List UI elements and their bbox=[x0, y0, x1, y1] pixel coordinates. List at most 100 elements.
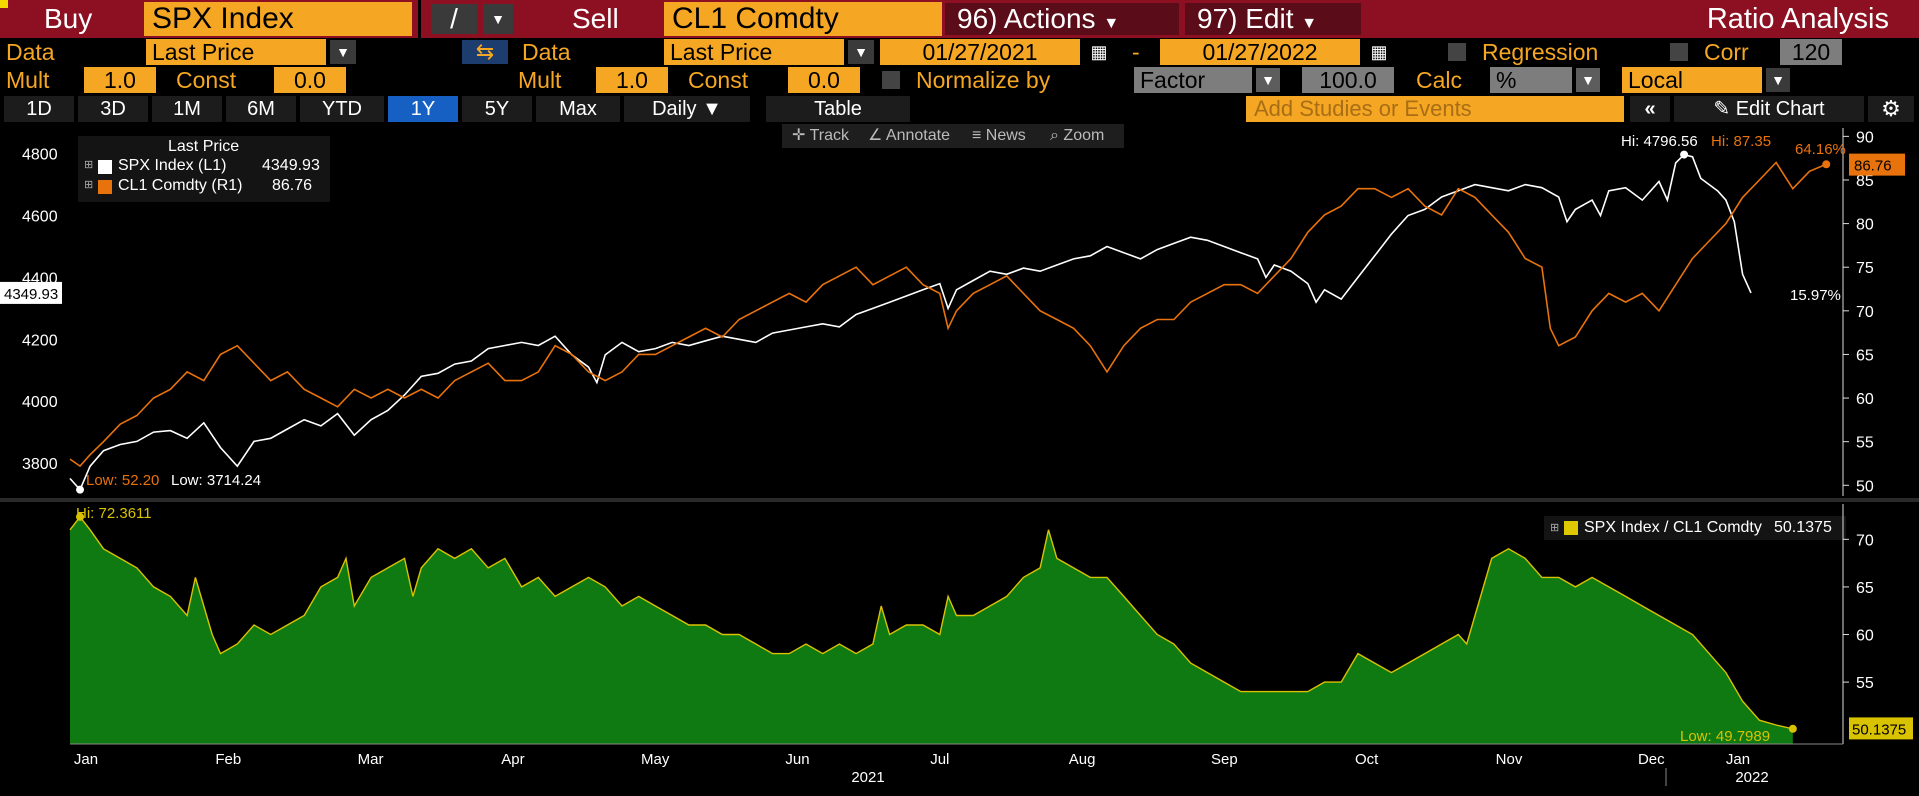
calendar-icon[interactable]: ▦ bbox=[1090, 42, 1108, 62]
chevron-down-icon[interactable]: ▼ bbox=[1766, 68, 1790, 92]
buy-label: Buy bbox=[44, 3, 93, 34]
actions-menu-button[interactable]: 96) Actions ▼ bbox=[945, 3, 1179, 35]
right-axis-tick: 65 bbox=[1856, 347, 1874, 364]
page-title: Ratio Analysis bbox=[1706, 3, 1889, 35]
right-axis-tick: 90 bbox=[1856, 129, 1874, 146]
ratio-axis-tick: 65 bbox=[1856, 580, 1874, 597]
actions-label: 96) Actions bbox=[957, 3, 1096, 34]
corr-window-field[interactable]: 120 bbox=[1780, 39, 1842, 65]
right-axis-tick: 75 bbox=[1856, 260, 1874, 277]
ratio-low-label: Low: 49.7989 bbox=[1680, 728, 1770, 745]
edit-menu-button[interactable]: 97) Edit ▼ bbox=[1185, 3, 1361, 35]
corr-checkbox[interactable] bbox=[1670, 43, 1688, 61]
normalize-factor-field[interactable]: 100.0 bbox=[1302, 67, 1394, 93]
left-axis-tick: 3800 bbox=[22, 456, 58, 473]
edit-label: 97) Edit bbox=[1197, 3, 1294, 34]
tab-1y[interactable]: 1Y bbox=[388, 96, 458, 122]
chevron-down-icon: ▼ bbox=[702, 98, 722, 120]
x-axis-year-label: 2022 bbox=[1735, 769, 1768, 786]
chevron-down-icon[interactable]: ▼ bbox=[330, 40, 356, 64]
legend-spx-value: 4349.93 bbox=[262, 157, 320, 174]
x-axis-month-label: Jun bbox=[785, 751, 809, 768]
spx-hi-label: Hi: 4796.56 bbox=[1621, 133, 1698, 150]
tab-1m[interactable]: 1M bbox=[152, 96, 222, 122]
left-axis-tick: 4600 bbox=[22, 209, 58, 226]
chevron-down-icon[interactable]: ▼ bbox=[1256, 68, 1280, 92]
spx-change-label: 15.97% bbox=[1790, 287, 1841, 304]
calc-label: Calc bbox=[1416, 67, 1463, 93]
const-field-right[interactable]: 0.0 bbox=[788, 67, 860, 93]
zoom-button[interactable]: ⌕ Zoom bbox=[1050, 124, 1104, 148]
mult-field-left[interactable]: 1.0 bbox=[84, 67, 156, 93]
const-field-left[interactable]: 0.0 bbox=[274, 67, 346, 93]
frequency-label: Daily bbox=[652, 98, 697, 120]
legend-swatch-cl1 bbox=[98, 180, 112, 194]
gear-icon[interactable]: ⚙ bbox=[1868, 96, 1914, 122]
sell-ticker-field[interactable]: CL1 Comdty bbox=[664, 2, 942, 36]
calc-select[interactable]: % bbox=[1490, 67, 1572, 93]
expand-icon[interactable]: ⊞ bbox=[84, 179, 94, 191]
annotate-button[interactable]: ∠ Annotate bbox=[868, 124, 950, 148]
tab-max[interactable]: Max bbox=[536, 96, 620, 122]
frequency-select[interactable]: Daily ▼ bbox=[624, 96, 750, 122]
ratio-analysis-charts[interactable]: 3800400042004400460048005055606570758085… bbox=[0, 124, 1919, 796]
ratio-legend: ⊞ SPX Index / CL1 Comdty 50.1375 bbox=[1544, 516, 1846, 540]
local-select[interactable]: Local bbox=[1622, 67, 1762, 93]
price-legend: Last Price ⊞ SPX Index (L1) 4349.93 ⊞ CL… bbox=[78, 136, 330, 202]
studies-input[interactable]: Add Studies or Events bbox=[1246, 96, 1624, 122]
x-axis-month-label: Mar bbox=[358, 751, 384, 768]
right-axis-tick: 50 bbox=[1856, 478, 1874, 495]
ratio-last-marker bbox=[1788, 724, 1797, 733]
data-select-right[interactable]: Last Price bbox=[664, 39, 844, 65]
spx-last-tag bbox=[0, 281, 62, 304]
expand-icon[interactable]: ⊞ bbox=[1550, 522, 1560, 534]
spx-low-label: Low: 3714.24 bbox=[171, 472, 261, 489]
ratio-last-value: 50.1375 bbox=[1852, 721, 1906, 738]
start-date-field[interactable]: 01/27/2021 bbox=[880, 39, 1080, 65]
news-button[interactable]: ≡ News bbox=[972, 124, 1026, 148]
edit-chart-button[interactable]: ✎ Edit Chart bbox=[1674, 96, 1864, 122]
crosshair-icon: ✛ bbox=[792, 127, 806, 144]
x-axis-month-label: May bbox=[641, 751, 670, 768]
chevron-down-icon[interactable]: ▼ bbox=[1576, 68, 1600, 92]
swap-icon[interactable]: ⇆ bbox=[462, 40, 508, 64]
tab-5y[interactable]: 5Y bbox=[462, 96, 532, 122]
chevron-down-icon[interactable]: ▼ bbox=[848, 40, 874, 64]
legend-swatch-ratio bbox=[1564, 521, 1578, 535]
table-button[interactable]: Table bbox=[766, 96, 910, 122]
tab-3d[interactable]: 3D bbox=[78, 96, 148, 122]
right-axis-tick: 85 bbox=[1856, 173, 1874, 190]
cl1-last-tag bbox=[1849, 153, 1905, 176]
legend-swatch-spx bbox=[98, 160, 112, 174]
operator-dropdown-icon[interactable]: ▼ bbox=[483, 4, 513, 34]
chevron-down-icon: ▼ bbox=[1301, 15, 1318, 32]
left-axis-tick: 4800 bbox=[22, 147, 58, 164]
regression-label: Regression bbox=[1482, 39, 1599, 65]
normalize-checkbox[interactable] bbox=[882, 71, 900, 89]
tab-ytd[interactable]: YTD bbox=[300, 96, 384, 122]
calendar-icon[interactable]: ▦ bbox=[1370, 42, 1388, 62]
collapse-icon[interactable]: « bbox=[1630, 96, 1670, 122]
right-axis-tick: 60 bbox=[1856, 391, 1874, 408]
ratio-axis-tick: 55 bbox=[1856, 675, 1874, 692]
news-icon: ≡ bbox=[972, 127, 982, 144]
legend-cl1-name: CL1 Comdty (R1) bbox=[118, 177, 243, 194]
end-date-field[interactable]: 01/27/2022 bbox=[1160, 39, 1360, 65]
data-select-left[interactable]: Last Price bbox=[146, 39, 326, 65]
ratio-hi-marker bbox=[76, 512, 85, 521]
normalize-select[interactable]: Factor bbox=[1134, 67, 1252, 93]
x-axis-month-label: Jul bbox=[930, 751, 949, 768]
mult-field-right[interactable]: 1.0 bbox=[596, 67, 668, 93]
regression-checkbox[interactable] bbox=[1448, 43, 1466, 61]
chart-toolbar: ✛ Track ∠ Annotate ≡ News ⌕ Zoom bbox=[782, 124, 1124, 148]
right-axis-tick: 70 bbox=[1856, 304, 1874, 321]
operator-field[interactable]: / bbox=[431, 4, 477, 34]
cl1-change-label: 64.16% bbox=[1795, 141, 1846, 158]
tab-1d[interactable]: 1D bbox=[4, 96, 74, 122]
tab-6m[interactable]: 6M bbox=[226, 96, 296, 122]
panel-separator bbox=[0, 498, 1919, 502]
buy-ticker-field[interactable]: SPX Index bbox=[144, 2, 412, 36]
expand-icon[interactable]: ⊞ bbox=[84, 159, 94, 171]
track-button[interactable]: ✛ Track bbox=[792, 124, 849, 148]
zoom-label: Zoom bbox=[1063, 127, 1105, 144]
